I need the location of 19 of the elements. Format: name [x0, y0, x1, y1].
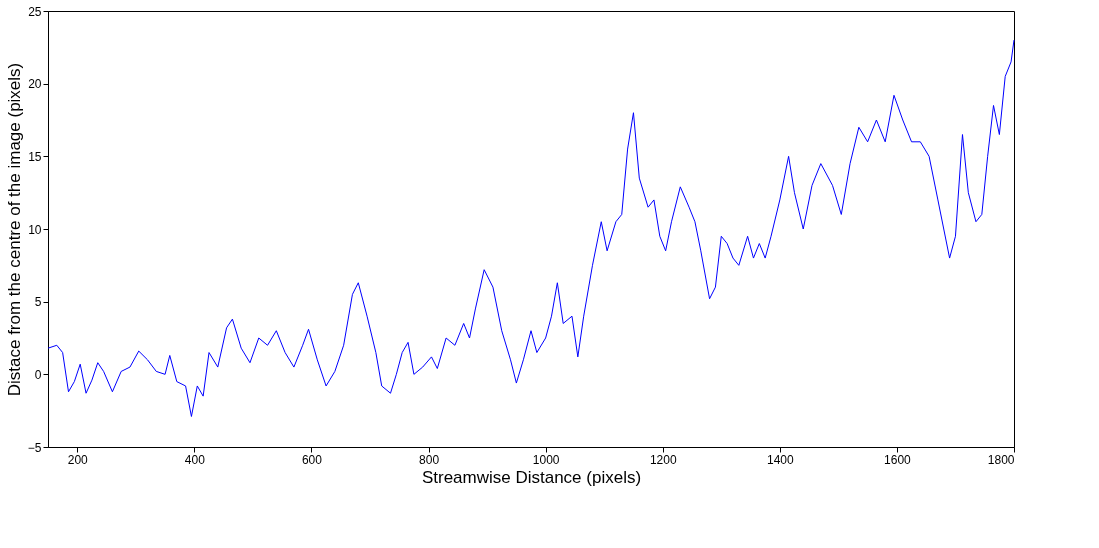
y-tick-label: 5	[34, 295, 42, 310]
x-tick-label: 600	[301, 452, 323, 467]
x-tick-label: 1400	[766, 452, 794, 467]
y-axis-title: Distace from the centre of the image (pixels)	[4, 62, 24, 397]
y-tick-label: 10	[28, 222, 42, 237]
y-tick-label: 25	[28, 4, 42, 19]
x-axis-title: Streamwise Distance (pixels)	[421, 467, 642, 487]
x-tick-label: 1200	[649, 452, 677, 467]
x-tick-label: 800	[419, 452, 440, 467]
x-tick-label: 1000	[532, 452, 560, 467]
y-tick-label: 15	[28, 149, 42, 164]
y-tick-label: −5	[27, 440, 42, 455]
line-series	[47, 39, 1015, 417]
x-tick-label: 1600	[884, 452, 912, 467]
x-tick-label: 1800	[987, 452, 1015, 467]
y-tick-label: 20	[28, 77, 42, 92]
x-tick-label: 200	[67, 452, 89, 467]
x-tick-label: 400	[184, 452, 206, 467]
y-tick-label: 0	[34, 367, 42, 382]
